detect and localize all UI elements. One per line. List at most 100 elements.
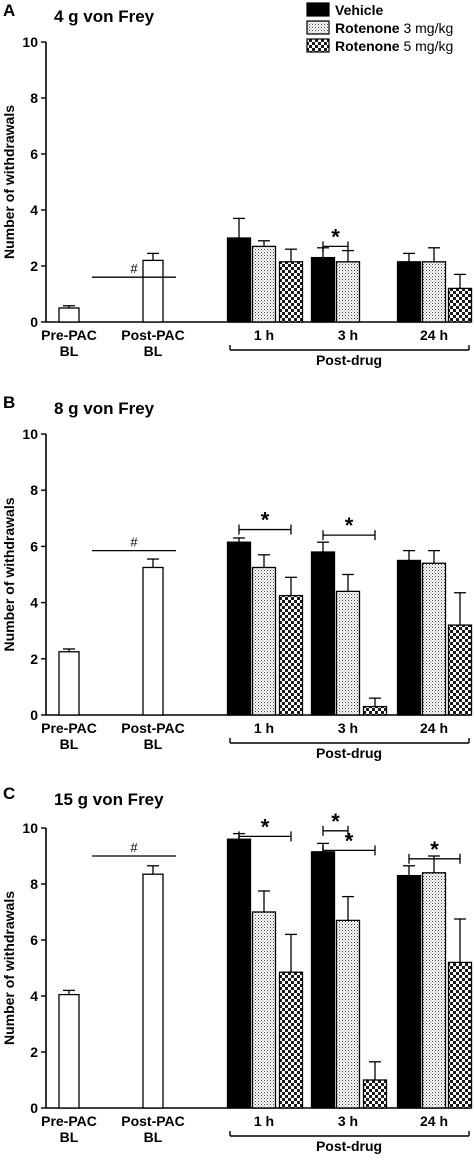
legend-entry: Vehicle bbox=[335, 2, 383, 18]
baseline-bar bbox=[142, 259, 164, 323]
y-axis-label: Number of withdrawals bbox=[1, 891, 17, 1045]
panel-letter: C bbox=[3, 784, 15, 803]
y-tick-label: 10 bbox=[22, 34, 38, 50]
legend-entry-name: Vehicle bbox=[335, 2, 383, 18]
y-tick-label: 8 bbox=[30, 90, 38, 106]
panel-letter: B bbox=[3, 393, 15, 412]
post-drug-label: Post-drug bbox=[316, 1138, 382, 1154]
x-category-label: Post-PAC bbox=[121, 720, 185, 736]
bar-solid bbox=[310, 256, 336, 323]
y-tick-label: 6 bbox=[30, 146, 38, 162]
x-category-label: Pre-PAC bbox=[41, 720, 97, 736]
baseline-bar bbox=[142, 566, 164, 716]
y-tick-label: 2 bbox=[30, 258, 38, 274]
star-mark: * bbox=[261, 814, 270, 839]
baseline-bar bbox=[142, 873, 164, 1109]
x-category-label: BL bbox=[144, 343, 163, 359]
bar-dots bbox=[251, 245, 277, 323]
legend-swatch-solid bbox=[306, 2, 330, 17]
x-time-label: 1 h bbox=[254, 1113, 274, 1129]
bar-dots bbox=[335, 261, 361, 323]
bar-solid bbox=[226, 838, 252, 1109]
star-mark: * bbox=[331, 224, 340, 249]
bar-checker bbox=[447, 287, 473, 323]
hash-mark: # bbox=[130, 840, 138, 855]
x-time-label: 3 h bbox=[338, 1113, 358, 1129]
panel-letter: A bbox=[3, 1, 15, 20]
baseline-bar bbox=[58, 993, 80, 1109]
x-category-label: Post-PAC bbox=[121, 1113, 185, 1129]
x-time-label: 1 h bbox=[254, 720, 274, 736]
y-tick-label: 8 bbox=[30, 482, 38, 498]
y-tick-label: 4 bbox=[30, 988, 38, 1004]
post-drug-label: Post-drug bbox=[316, 352, 382, 368]
y-tick-label: 10 bbox=[22, 820, 38, 836]
star-mark: * bbox=[430, 837, 439, 862]
x-time-label: 24 h bbox=[420, 1113, 448, 1129]
bar-solid bbox=[396, 874, 422, 1109]
x-time-label: 3 h bbox=[338, 720, 358, 736]
y-tick-label: 4 bbox=[30, 595, 38, 611]
panel-title: 15 g von Frey bbox=[54, 790, 164, 809]
x-category-label: Post-PAC bbox=[121, 327, 185, 343]
bar-solid bbox=[226, 541, 252, 716]
bar-checker bbox=[447, 961, 473, 1109]
bar-checker bbox=[278, 261, 304, 323]
baseline-bar bbox=[58, 651, 80, 716]
bar-dots bbox=[251, 911, 277, 1109]
legend-entry: Rotenone 5 mg/kg bbox=[335, 38, 453, 54]
bar-checker bbox=[447, 624, 473, 716]
bar-checker bbox=[362, 1079, 388, 1109]
x-time-label: 24 h bbox=[420, 327, 448, 343]
bar-checker bbox=[278, 594, 304, 716]
panel-title: 4 g von Frey bbox=[54, 7, 155, 26]
y-tick-label: 2 bbox=[30, 651, 38, 667]
bar-dots bbox=[335, 919, 361, 1109]
bar-dots bbox=[421, 872, 447, 1109]
x-category-label: BL bbox=[60, 736, 79, 752]
y-tick-label: 0 bbox=[30, 707, 38, 723]
bar-checker bbox=[278, 971, 304, 1109]
legend-entry-name: Rotenone bbox=[335, 20, 400, 36]
star-mark: * bbox=[345, 513, 354, 538]
bar-solid bbox=[310, 851, 336, 1109]
x-category-label: BL bbox=[144, 736, 163, 752]
legend-entry-name: Rotenone bbox=[335, 38, 400, 54]
bar-solid bbox=[396, 559, 422, 716]
x-category-label: BL bbox=[144, 1129, 163, 1145]
post-drug-label: Post-drug bbox=[316, 745, 382, 761]
y-tick-label: 2 bbox=[30, 1044, 38, 1060]
bar-checker bbox=[362, 705, 388, 716]
x-category-label: BL bbox=[60, 343, 79, 359]
star-mark: * bbox=[331, 809, 340, 834]
y-tick-label: 0 bbox=[30, 314, 38, 330]
legend-entry-dose: 5 mg/kg bbox=[400, 38, 454, 54]
y-tick-label: 8 bbox=[30, 876, 38, 892]
hash-mark: # bbox=[130, 261, 138, 276]
bar-dots bbox=[421, 562, 447, 716]
baseline-bar bbox=[58, 307, 80, 323]
y-tick-label: 6 bbox=[30, 932, 38, 948]
x-time-label: 1 h bbox=[254, 327, 274, 343]
y-tick-label: 4 bbox=[30, 202, 38, 218]
hash-mark: # bbox=[130, 535, 138, 550]
star-mark: * bbox=[261, 508, 270, 533]
bar-dots bbox=[335, 590, 361, 716]
y-axis-label: Number of withdrawals bbox=[1, 105, 17, 259]
x-category-label: BL bbox=[60, 1129, 79, 1145]
y-axis-label: Number of withdrawals bbox=[1, 497, 17, 651]
x-time-label: 3 h bbox=[338, 327, 358, 343]
panel-a: A 4 g von Frey 0 2 4 6 8 10 Number of withdrawal… bbox=[1, 1, 473, 368]
bar-dots bbox=[251, 566, 277, 716]
x-category-label: Pre-PAC bbox=[41, 1113, 97, 1129]
bar-solid bbox=[310, 551, 336, 716]
panel-b: B 8 g von Frey 0 2 4 6 8 10 Number of withdrawal… bbox=[1, 393, 473, 761]
y-tick-label: 0 bbox=[30, 1100, 38, 1116]
star-mark: * bbox=[345, 828, 354, 853]
y-tick-label: 10 bbox=[22, 426, 38, 442]
legend-swatch-checker bbox=[306, 38, 330, 53]
